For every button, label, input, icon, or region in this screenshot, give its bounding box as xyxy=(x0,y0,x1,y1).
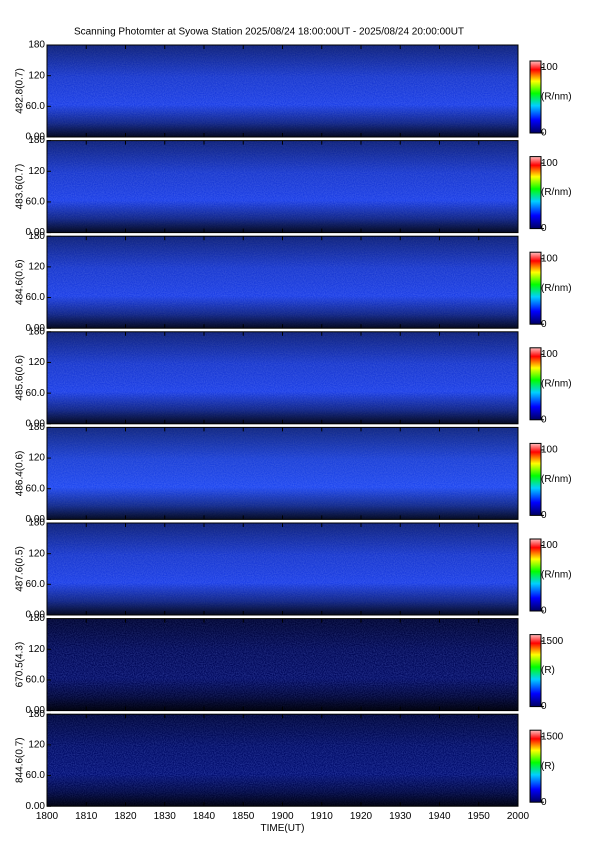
y-tick-label: 0.00 xyxy=(26,705,46,716)
heatmap-shade xyxy=(47,618,518,711)
y-tick-label: 0.00 xyxy=(26,801,46,812)
colorbar xyxy=(529,634,542,708)
colorbar-label: (R/nm) xyxy=(541,474,572,485)
chart-title: Scanning Photomter at Syowa Station 2025… xyxy=(74,27,464,38)
y-tick-label: 0.00 xyxy=(26,514,46,525)
heatmap-shade xyxy=(47,45,518,137)
colorbar-tick-label: 0 xyxy=(541,414,547,425)
y-axis-label: 670.5(4.3) xyxy=(15,642,26,688)
colorbar-tick-label: 100 xyxy=(541,540,558,551)
y-tick-label: 60.0 xyxy=(26,579,46,590)
colorbar-tick-label: 0 xyxy=(541,223,547,234)
colorbar xyxy=(529,156,542,230)
y-tick-label: 0.00 xyxy=(26,418,46,429)
colorbar-label: (R/nm) xyxy=(541,92,572,103)
x-tick-label: 1800 xyxy=(36,811,59,822)
colorbar-tick-label: 0 xyxy=(541,128,547,139)
colorbar-tick-label: 0 xyxy=(541,606,547,617)
colorbar-tick-label: 0 xyxy=(541,319,547,330)
y-tick-label: 120 xyxy=(28,548,45,559)
colorbar-label: (R/nm) xyxy=(541,570,572,581)
y-tick-label: 180 xyxy=(28,613,45,624)
colorbar-label: (R/nm) xyxy=(541,378,572,389)
colorbar-tick-label: 1500 xyxy=(541,731,564,742)
colorbar-label: (R/nm) xyxy=(541,283,572,294)
colorbar-tick-label: 0 xyxy=(541,510,547,521)
x-tick-label: 1940 xyxy=(428,811,451,822)
heatmap-shade xyxy=(47,331,518,424)
y-tick-label: 0.00 xyxy=(26,610,46,621)
y-tick-label: 120 xyxy=(28,70,45,81)
x-tick-label: 2000 xyxy=(507,811,530,822)
x-tick-label: 1910 xyxy=(311,811,334,822)
y-tick-label: 120 xyxy=(28,262,45,273)
heatmap-shade xyxy=(47,427,518,520)
colorbar-tick-label: 100 xyxy=(541,158,558,169)
colorbar-tick-label: 100 xyxy=(541,62,558,73)
y-tick-label: 120 xyxy=(28,644,45,655)
x-tick-label: 1920 xyxy=(350,811,373,822)
x-axis-label: TIME(UT) xyxy=(261,823,305,834)
colorbar-tick-label: 0 xyxy=(541,701,547,712)
x-tick-label: 1850 xyxy=(232,811,255,822)
y-tick-label: 120 xyxy=(28,453,45,464)
y-tick-label: 180 xyxy=(28,422,45,433)
y-tick-label: 120 xyxy=(28,740,45,751)
heatmap-shade xyxy=(47,236,518,329)
y-tick-label: 60.0 xyxy=(26,770,46,781)
colorbar xyxy=(529,538,542,612)
y-tick-label: 60.0 xyxy=(26,197,46,208)
y-tick-label: 180 xyxy=(28,518,45,529)
y-tick-label: 60.0 xyxy=(26,101,46,112)
colorbar xyxy=(529,729,542,803)
y-tick-label: 180 xyxy=(28,326,45,337)
colorbar-tick-label: 100 xyxy=(541,349,558,360)
y-axis-label: 486.4(0.6) xyxy=(15,451,26,497)
y-tick-label: 60.0 xyxy=(26,675,46,686)
colorbar-tick-label: 100 xyxy=(541,253,558,264)
y-axis-label: 482.8(0.7) xyxy=(15,68,26,114)
y-axis-label: 844.6(0.7) xyxy=(15,737,26,783)
y-axis-label: 485.6(0.6) xyxy=(15,355,26,401)
y-tick-label: 60.0 xyxy=(26,388,46,399)
heatmap-shade xyxy=(47,714,518,807)
y-tick-label: 120 xyxy=(28,357,45,368)
y-tick-label: 0.00 xyxy=(26,323,46,334)
x-tick-label: 1950 xyxy=(468,811,491,822)
x-tick-label: 1900 xyxy=(271,811,294,822)
y-axis-label: 484.6(0.6) xyxy=(15,259,26,305)
y-axis-label: 487.6(0.5) xyxy=(15,546,26,592)
x-tick-label: 1810 xyxy=(75,811,98,822)
y-tick-label: 180 xyxy=(28,709,45,720)
colorbar-label: (R) xyxy=(541,761,555,772)
colorbar-tick-label: 100 xyxy=(541,445,558,456)
y-tick-label: 120 xyxy=(28,166,45,177)
y-tick-label: 0.00 xyxy=(26,132,46,143)
y-tick-label: 60.0 xyxy=(26,292,46,303)
colorbar xyxy=(529,251,542,325)
colorbar xyxy=(529,442,542,516)
x-tick-label: 1830 xyxy=(154,811,177,822)
colorbar-tick-label: 1500 xyxy=(541,636,564,647)
heatmap-shade xyxy=(47,140,518,233)
y-tick-label: 60.0 xyxy=(26,483,46,494)
colorbar xyxy=(529,347,542,421)
colorbar-label: (R) xyxy=(541,665,555,676)
colorbar-tick-label: 0 xyxy=(541,797,547,808)
y-tick-label: 180 xyxy=(28,40,45,51)
colorbar-label: (R/nm) xyxy=(541,187,572,198)
y-tick-label: 0.00 xyxy=(26,227,46,238)
y-tick-label: 180 xyxy=(28,135,45,146)
y-tick-label: 180 xyxy=(28,231,45,242)
x-tick-label: 1820 xyxy=(114,811,137,822)
x-tick-label: 1930 xyxy=(389,811,412,822)
x-tick-label: 1840 xyxy=(193,811,216,822)
y-axis-label: 483.6(0.7) xyxy=(15,164,26,210)
heatmap-shade xyxy=(47,523,518,615)
colorbar xyxy=(529,60,542,134)
